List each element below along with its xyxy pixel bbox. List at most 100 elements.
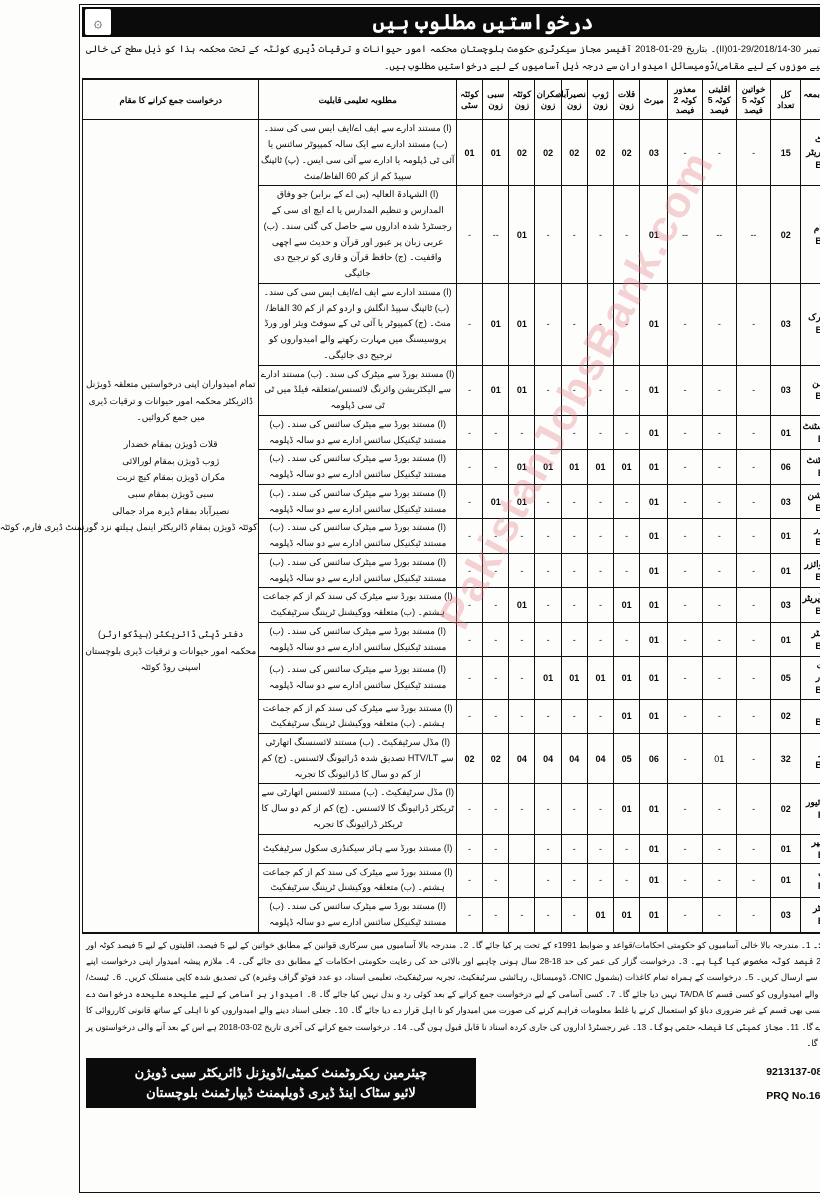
cell-zone-makran: - bbox=[462, 699, 488, 734]
post-pay-scale: BPS-12 bbox=[729, 235, 786, 248]
cell-merit: 01 bbox=[567, 186, 595, 284]
government-crest-right-icon: ۞ bbox=[782, 9, 808, 35]
cell-minority-quota: - bbox=[629, 834, 663, 863]
cell-merit: 06 bbox=[567, 734, 595, 784]
cell-zone-kalat: - bbox=[541, 834, 567, 863]
cell-minority-quota: - bbox=[629, 283, 663, 365]
table-header-row: نمبر شمار نام آسامی بمعہ گریڈ کل تعداد خ… bbox=[10, 80, 811, 120]
cell-merit: 01 bbox=[567, 588, 595, 623]
cell-serial: 8 bbox=[788, 519, 810, 554]
cell-zone-makran: 01 bbox=[462, 657, 488, 699]
cell-zone-quetta bbox=[436, 834, 462, 863]
cell-total: 01 bbox=[698, 519, 728, 554]
cell-zone-sibi: 02 bbox=[410, 734, 436, 784]
cell-merit: 01 bbox=[567, 622, 595, 657]
cell-zone-makran: 02 bbox=[462, 120, 488, 186]
cell-women-quota: - bbox=[663, 588, 697, 623]
post-title: پیش امام bbox=[741, 223, 776, 233]
conditions-heading: شرائط و ضوابط:۔ bbox=[740, 940, 807, 950]
cell-disabled-quota: - bbox=[595, 283, 629, 365]
post-pay-scale: BPS-08 bbox=[729, 390, 786, 403]
signature-line-2: لائیو سٹاک اینڈ ڈیری ڈویلپمنٹ ڈیپارٹمنٹ … bbox=[23, 1083, 393, 1103]
cell-total: 01 bbox=[698, 553, 728, 588]
cell-zone-zhob: - bbox=[514, 834, 540, 863]
cell-zone-kalat: 01 bbox=[541, 898, 567, 933]
cell-zone-makran: - bbox=[462, 784, 488, 834]
cell-zone-zhob: - bbox=[514, 415, 540, 450]
cell-zone-makran: - bbox=[462, 553, 488, 588]
cell-zone-quetta-city: - bbox=[383, 588, 409, 623]
cell-minority-quota: - bbox=[629, 415, 663, 450]
cell-merit: 01 bbox=[567, 699, 595, 734]
cell-merit: 01 bbox=[567, 450, 595, 485]
cell-women-quota: - bbox=[663, 784, 697, 834]
post-pay-scale: BPS-05 bbox=[729, 716, 786, 729]
column-header-minority-quota: اقلیتی کوٹہ 5 فیصد bbox=[629, 80, 663, 120]
signature-line-1: چیئرمین ریکروٹمنٹ کمیٹی/ڈویژنل ڈائریکٹر … bbox=[23, 1063, 393, 1083]
cell-zone-makran: - bbox=[462, 519, 488, 554]
condition-item: 1۔ مندرجہ بالا خالی آسامیوں کو حکومتی اح… bbox=[398, 940, 738, 950]
cell-zone-sibi: -- bbox=[410, 186, 436, 284]
phone-number: 081-9213137 bbox=[693, 1066, 755, 1078]
cell-total: 01 bbox=[698, 415, 728, 450]
cell-zone-makran: - bbox=[462, 283, 488, 365]
cell-zone-makran: - bbox=[462, 365, 488, 415]
cell-merit: 01 bbox=[567, 898, 595, 933]
cell-merit: 01 bbox=[567, 365, 595, 415]
cell-minority-quota: 01 bbox=[629, 734, 663, 784]
cell-qualification: (ا) مستند بورڈ سے ہائر سیکنڈری سکول سرٹی… bbox=[186, 834, 383, 863]
cell-serial: 13 bbox=[788, 699, 810, 734]
cell-serial: 3 bbox=[788, 283, 810, 365]
cell-zone-kalat: 02 bbox=[541, 120, 567, 186]
cell-zone-naseerabad: - bbox=[488, 898, 514, 933]
cell-serial: 4 bbox=[788, 365, 810, 415]
column-header-submission-place: درخواست جمع کرانے کا مقام bbox=[10, 80, 186, 120]
cell-zone-kalat: - bbox=[541, 622, 567, 657]
cell-qualification: (ا) مستند بورڈ سے میٹرک کی سند کم از کم … bbox=[186, 699, 383, 734]
cell-zone-naseerabad: 01 bbox=[488, 450, 514, 485]
cell-serial: 18 bbox=[788, 898, 810, 933]
cell-zone-quetta: - bbox=[436, 699, 462, 734]
cell-zone-sibi: - bbox=[410, 553, 436, 588]
cell-disabled-quota: -- bbox=[595, 186, 629, 284]
post-pay-scale: BPS-06 bbox=[729, 605, 786, 618]
cell-disabled-quota: - bbox=[595, 834, 629, 863]
column-header-zone-sibi: سبی زون bbox=[410, 80, 436, 120]
cell-zone-quetta-city: - bbox=[383, 784, 409, 834]
header-banner: ۞ درخواستیں مطلوب ہیں ۞ bbox=[9, 7, 811, 37]
condition-item: 3۔ درخواست گزار کی عمر کی حد 18-28 سال ہ… bbox=[165, 956, 615, 966]
cell-post-name: سپروائزر BPS-06 bbox=[728, 519, 788, 554]
cell-zone-zhob: - bbox=[514, 553, 540, 588]
column-header-merit: میرٹ bbox=[567, 80, 595, 120]
cell-post-name: لیب ٹیکنیشن BPS-06 bbox=[728, 484, 788, 519]
cell-post-name: ڈرائیور BPS-04 bbox=[728, 734, 788, 784]
table-row: 1 اسسٹنٹ کمپیوٹر آپریٹر BPS-12 15- - -03 02 02 0… bbox=[10, 120, 811, 186]
cell-serial: 12 bbox=[788, 657, 810, 699]
cell-zone-kalat: 05 bbox=[541, 734, 567, 784]
cell-zone-zhob: - bbox=[514, 365, 540, 415]
cell-serial: 1 bbox=[788, 120, 810, 186]
cell-qualification: (ا) مستند بورڈ سے میٹرک سائنس کی سند۔ (ب… bbox=[186, 519, 383, 554]
cell-women-quota: - bbox=[663, 484, 697, 519]
cell-minority-quota: -- bbox=[629, 186, 663, 284]
column-header-disabled-quota: معذور کوٹہ 2 فیصد bbox=[595, 80, 629, 120]
cell-minority-quota: - bbox=[629, 365, 663, 415]
cell-zone-kalat: 01 bbox=[541, 699, 567, 734]
cell-qualification: (ا) مستند بورڈ سے میٹرک کی سند کم از کم … bbox=[186, 588, 383, 623]
cell-zone-quetta: 01 bbox=[436, 588, 462, 623]
post-title: پلمبر bbox=[749, 704, 767, 714]
cell-serial: 7 bbox=[788, 484, 810, 519]
post-pay-scale: BPS-11 bbox=[729, 324, 786, 337]
cell-minority-quota: - bbox=[629, 898, 663, 933]
cell-post-name: اسسٹنٹ کمپیوٹر آپریٹر BPS-12 bbox=[728, 120, 788, 186]
post-title: ٹریکٹر ڈرائیور bbox=[733, 797, 783, 807]
cell-total: 01 bbox=[698, 863, 728, 898]
cell-qualification: (ا) مڈل سرٹیفکیٹ۔ (ب) مستند لائسنسنگ اتھ… bbox=[186, 734, 383, 784]
cell-minority-quota: - bbox=[629, 699, 663, 734]
cell-zone-zhob: - bbox=[514, 588, 540, 623]
cell-zone-sibi: - bbox=[410, 699, 436, 734]
cell-disabled-quota: - bbox=[595, 415, 629, 450]
cell-post-name: سروے اسسٹنٹ BPS-8 bbox=[728, 415, 788, 450]
cell-qualification: (ا) مستند ادارے سے ایف اے/ایف ایس سی کی … bbox=[186, 283, 383, 365]
cell-zone-quetta: 01 bbox=[436, 450, 462, 485]
